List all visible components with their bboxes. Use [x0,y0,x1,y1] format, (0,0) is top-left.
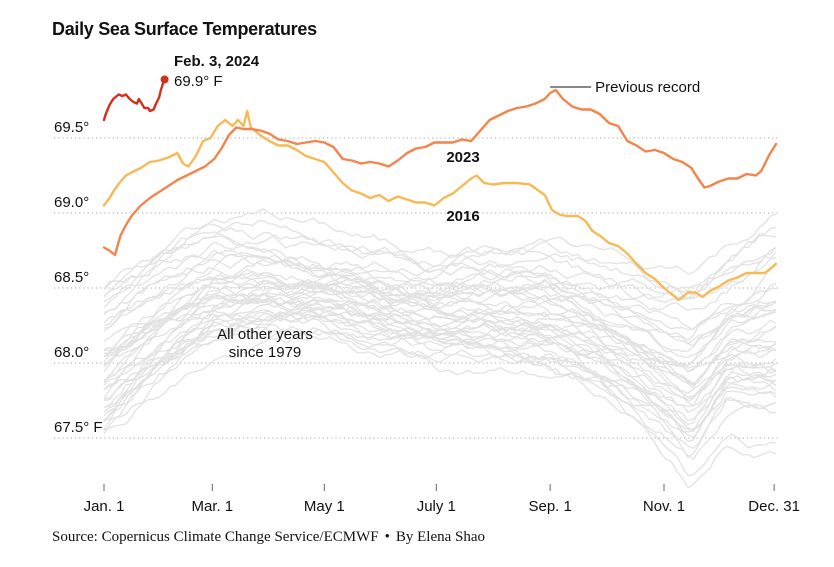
previous-record-label: Previous record [595,79,700,96]
y-tick-label: 67.5° F [54,419,103,436]
x-axis: Jan. 1 Mar. 1 May 1 July 1 Sep. 1 Nov. 1 Dec. … [84,484,800,515]
background-year-line [103,311,777,438]
background-year-line [103,235,777,331]
background-year-line [103,311,777,458]
other-years-label-line2: since 1979 [229,344,302,361]
series-label-2023: 2023 [446,149,479,166]
series-line-2024 [102,78,166,122]
x-tick-label: May 1 [304,498,345,515]
background-year-line [103,310,777,443]
background-year-line [103,282,777,358]
endpoint-value-label: 69.9° F [174,73,223,90]
background-year-line [103,266,777,345]
other-years-label-line1: All other years [217,326,313,343]
background-year-line [103,298,777,398]
background-year-line [103,254,777,373]
background-year-line [103,305,777,400]
background-year-line [103,241,777,312]
x-tick-label: Sep. 1 [528,498,571,515]
background-year-line [103,280,777,373]
y-tick-label: 68.0° [54,344,89,361]
x-tick-label: July 1 [417,498,456,515]
background-year-line [103,231,777,309]
background-years-layer [103,208,777,489]
background-year-line [103,294,777,389]
background-year-line [103,319,777,413]
series-layer [102,75,778,302]
chart-title: Daily Sea Surface Temperatures [52,19,317,39]
x-tick-label: Nov. 1 [643,498,685,515]
byline: By Elena Shao [395,529,486,545]
y-tick-label: 69.0° [54,194,89,211]
y-tick-label: 68.5° [54,269,89,286]
label-layer: Feb. 3, 2024 69.9° F 2023 2016 Previous reco… [174,53,700,361]
background-year-line [103,220,777,301]
source-credit: Source: Copernicus Climate Change Servic… [52,529,485,546]
y-tick-label: 69.5° [54,119,89,136]
series-line-2016 [102,109,778,302]
background-year-line [103,238,777,303]
background-year-line [103,327,777,489]
source-text: Source: Copernicus Climate Change Servic… [52,529,379,545]
background-year-line [103,269,777,352]
background-year-line [103,287,777,369]
background-year-line [103,208,777,290]
background-year-line [103,251,777,331]
background-year-line [103,328,777,477]
x-tick-label: Mar. 1 [191,498,233,515]
background-year-line [103,300,777,422]
endpoint-date-label: Feb. 3, 2024 [174,53,260,70]
background-year-line [103,285,777,403]
series-endpoint-2024 [160,75,169,84]
series-line-2023 [102,88,778,257]
x-tick-label: Jan. 1 [84,498,125,515]
grid-layer: 69.5° 69.0° 68.5° 68.0° 67.5° F [54,119,778,439]
x-tick-label: Dec. 31 [748,498,800,515]
series-label-2016: 2016 [446,208,479,225]
separator-dot: • [384,529,390,545]
